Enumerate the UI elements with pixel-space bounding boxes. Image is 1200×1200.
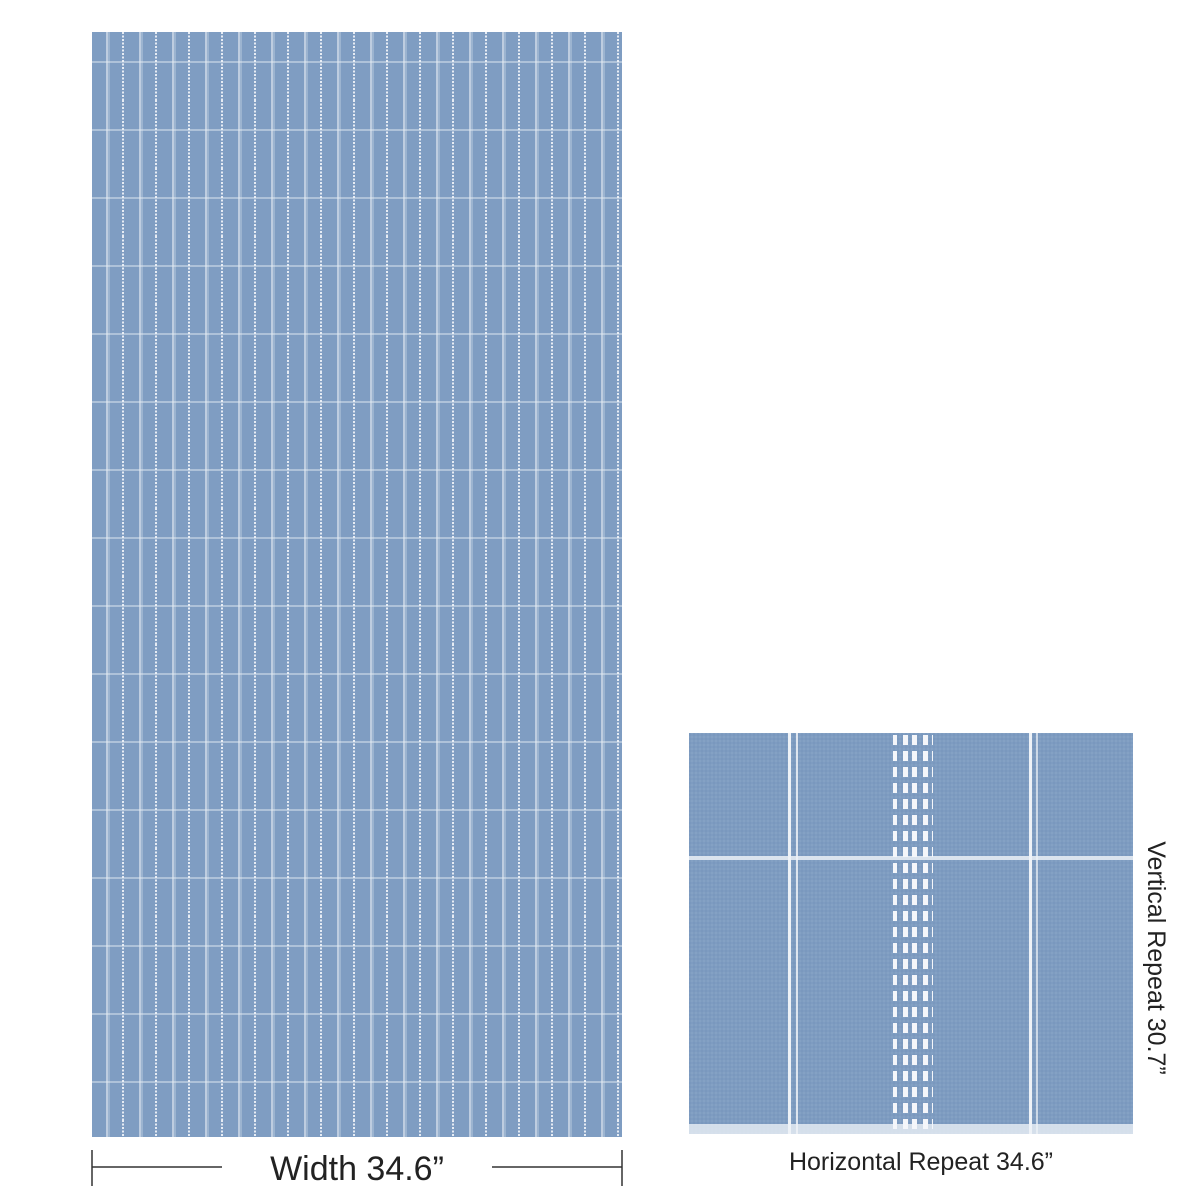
vertical-repeat-label: Vertical Repeat 30.7” — [1142, 841, 1170, 1074]
repeat-swatch — [689, 733, 1133, 1134]
width-dimension — [91, 1150, 623, 1186]
wallpaper-panel — [92, 32, 622, 1137]
width-label: Width 34.6” — [270, 1150, 444, 1188]
horizontal-repeat-label: Horizontal Repeat 34.6” — [789, 1148, 1053, 1176]
